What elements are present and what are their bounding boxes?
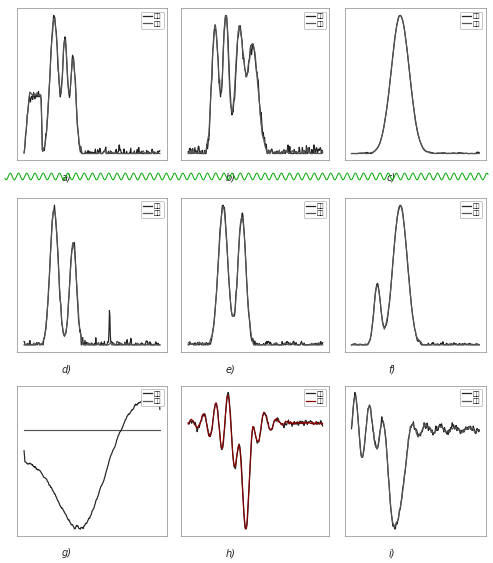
Text: h): h): [225, 548, 235, 558]
Legend: 仿真, 试验: 仿真, 试验: [141, 202, 164, 218]
Text: b): b): [225, 173, 235, 183]
Legend: 试验, 仿真: 试验, 仿真: [460, 12, 483, 29]
Text: i): i): [388, 548, 395, 558]
Legend: 仿真, 试验: 仿真, 试验: [460, 202, 483, 218]
Legend: 试验, 仿真: 试验, 仿真: [304, 12, 326, 29]
Text: a): a): [62, 173, 71, 183]
Legend: 试验, 仿真: 试验, 仿真: [141, 12, 164, 29]
Text: e): e): [225, 364, 235, 374]
Legend: 试验, 仿真: 试验, 仿真: [141, 389, 164, 406]
Legend: 仿真, 试验: 仿真, 试验: [304, 202, 326, 218]
Text: d): d): [62, 364, 71, 374]
Legend: 仿真, 试验: 仿真, 试验: [460, 389, 483, 406]
Text: f): f): [388, 364, 395, 374]
Legend: 仿真, 试验: 仿真, 试验: [304, 389, 326, 406]
Text: c): c): [387, 173, 396, 183]
Text: g): g): [62, 548, 71, 558]
